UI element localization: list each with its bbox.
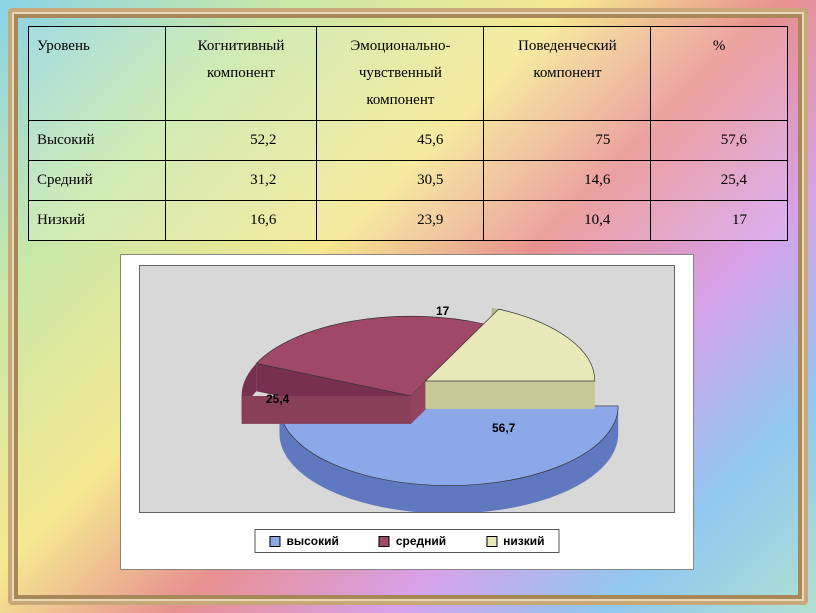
data-table: Уровень Когнитивный компонент Эмоциональ… <box>28 26 788 241</box>
legend-label: средний <box>396 534 446 548</box>
cell-value: 45,6 <box>317 121 484 161</box>
table-row: Низкий 16,6 23,9 10,4 17 <box>29 201 788 241</box>
table-header-row: Уровень Когнитивный компонент Эмоциональ… <box>29 27 788 121</box>
legend-item-low: низкий <box>486 534 544 548</box>
cell-level: Низкий <box>29 201 166 241</box>
chart-legend: высокий средний низкий <box>254 529 559 553</box>
cell-value: 14,6 <box>484 161 651 201</box>
col-header-cognitive: Когнитивный компонент <box>165 27 317 121</box>
cell-value: 31,2 <box>165 161 317 201</box>
cell-value: 17 <box>651 201 788 241</box>
pie-label-medium: 25,4 <box>266 392 289 406</box>
legend-item-medium: средний <box>379 534 446 548</box>
pie-label-high: 56,7 <box>492 421 515 435</box>
cell-value: 52,2 <box>165 121 317 161</box>
cell-value: 16,6 <box>165 201 317 241</box>
cell-value: 75 <box>484 121 651 161</box>
cell-level: Средний <box>29 161 166 201</box>
cell-value: 10,4 <box>484 201 651 241</box>
legend-swatch-icon <box>379 536 390 547</box>
pie-label-low: 17 <box>436 304 449 318</box>
col-header-level: Уровень <box>29 27 166 121</box>
col-header-emotional: Эмоционально-чувственный компонент <box>317 27 484 121</box>
pie-chart-svg <box>140 266 674 512</box>
cell-value: 25,4 <box>651 161 788 201</box>
col-header-percent: % <box>651 27 788 121</box>
cell-value: 57,6 <box>651 121 788 161</box>
legend-swatch-icon <box>486 536 497 547</box>
legend-label: высокий <box>286 534 338 548</box>
cell-level: Высокий <box>29 121 166 161</box>
legend-label: низкий <box>503 534 544 548</box>
pie-chart-plot: 56,7 25,4 17 <box>139 265 675 513</box>
table-row: Высокий 52,2 45,6 75 57,6 <box>29 121 788 161</box>
cell-value: 23,9 <box>317 201 484 241</box>
pie-chart-container: 56,7 25,4 17 высокий средний низкий <box>120 254 694 570</box>
content-area: Уровень Когнитивный компонент Эмоциональ… <box>28 26 788 241</box>
table-row: Средний 31,2 30,5 14,6 25,4 <box>29 161 788 201</box>
col-header-behavioral: Поведенческий компонент <box>484 27 651 121</box>
legend-item-high: высокий <box>269 534 338 548</box>
legend-swatch-icon <box>269 536 280 547</box>
cell-value: 30,5 <box>317 161 484 201</box>
